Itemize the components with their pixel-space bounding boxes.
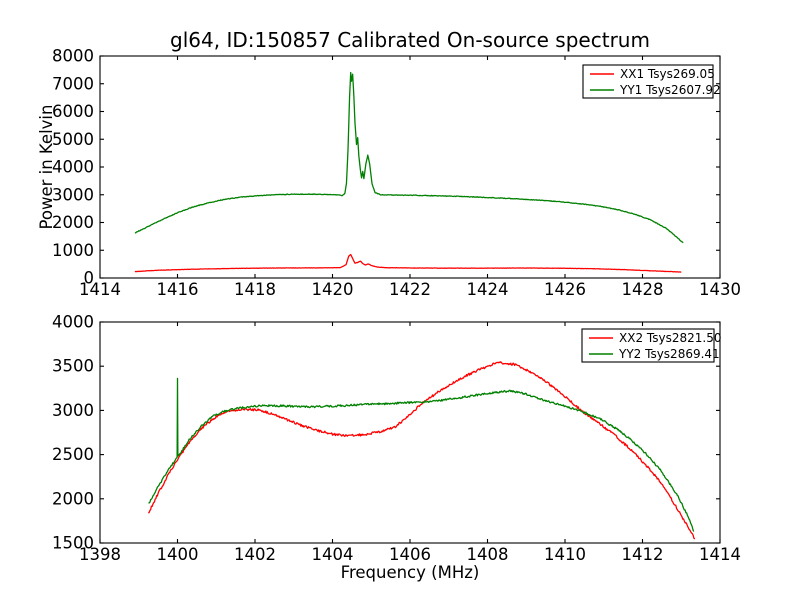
- x-tick-label: 1418: [234, 280, 276, 299]
- y-tick-label: 4000: [52, 313, 94, 332]
- legend-box: [581, 328, 715, 363]
- y-tick-label: 0: [84, 269, 95, 288]
- legend-label: XX2 Tsys2821.50: [619, 331, 721, 345]
- legend: XX1 Tsys269.05 YY1 Tsys2607.92: [582, 64, 721, 99]
- y-tick-label: 7000: [52, 74, 94, 93]
- y-tick-label: 2500: [52, 445, 94, 464]
- series-YY1-line: [134, 71, 684, 244]
- y-tick-label: 2000: [52, 213, 94, 232]
- figure-title: gl64, ID:150857 Calibrated On-source spe…: [170, 28, 650, 52]
- subplot-2: 1398 1400 1402 1404 1406 1408 1410 1412 1414 1500…: [52, 313, 741, 565]
- y-tick-label: 5000: [52, 130, 94, 149]
- y-tick-label: 2000: [52, 489, 94, 508]
- y-tick-label: 1000: [52, 241, 94, 260]
- x-tick-label: 1410: [544, 545, 586, 564]
- x-tick-label: 1412: [622, 545, 664, 564]
- x-tick-label: 1402: [234, 545, 276, 564]
- x-tick-label: 1414: [79, 280, 121, 299]
- y-tick-label: 4000: [52, 158, 94, 177]
- x-tick-label: 1406: [389, 545, 431, 564]
- x-tick-label: 1430: [699, 280, 741, 299]
- y-tick-label: 3500: [52, 357, 94, 376]
- y-tick-label: 1500: [52, 534, 94, 553]
- y-tick-label: 6000: [52, 102, 94, 121]
- x-tick-label: 1414: [699, 545, 741, 564]
- legend-label: XX1 Tsys269.05: [620, 67, 715, 81]
- x-tick-label: 1424: [467, 280, 509, 299]
- legend-label: YY2 Tsys2869.41: [618, 347, 720, 361]
- plots-group: 1414 1416 1418 1420 1422 1424 1426 1428 1430 0 100…: [52, 47, 741, 565]
- series-YY2-line: [148, 377, 695, 532]
- x-tick-label: 1420: [312, 280, 354, 299]
- ticks: [99, 55, 721, 279]
- legend-label: YY1 Tsys2607.92: [619, 83, 721, 97]
- y-tick-label: 3000: [52, 401, 94, 420]
- y-tick-label: 3000: [52, 185, 94, 204]
- x-tick-label: 1422: [389, 280, 431, 299]
- x-tick-label: 1400: [157, 545, 199, 564]
- x-axis-label: Frequency (MHz): [341, 563, 480, 582]
- x-tick-label: 1416: [157, 280, 199, 299]
- x-tick-label: 1426: [544, 280, 586, 299]
- subplot-1: 1414 1416 1418 1420 1422 1424 1426 1428 1430 0 100…: [52, 47, 741, 300]
- legend-box: [582, 64, 714, 99]
- legend: XX2 Tsys2821.50 YY2 Tsys2869.41: [581, 328, 721, 363]
- y-tick-label: 8000: [52, 47, 94, 66]
- ticks: [99, 321, 721, 544]
- y-axis-label: Power in Kelvin: [37, 105, 56, 230]
- x-tick-label: 1398: [79, 545, 121, 564]
- series-XX1-line: [134, 253, 682, 273]
- x-tick-label: 1404: [312, 545, 354, 564]
- x-tick-label: 1428: [622, 280, 664, 299]
- series-XX2-line: [147, 361, 696, 540]
- x-tick-label: 1408: [467, 545, 509, 564]
